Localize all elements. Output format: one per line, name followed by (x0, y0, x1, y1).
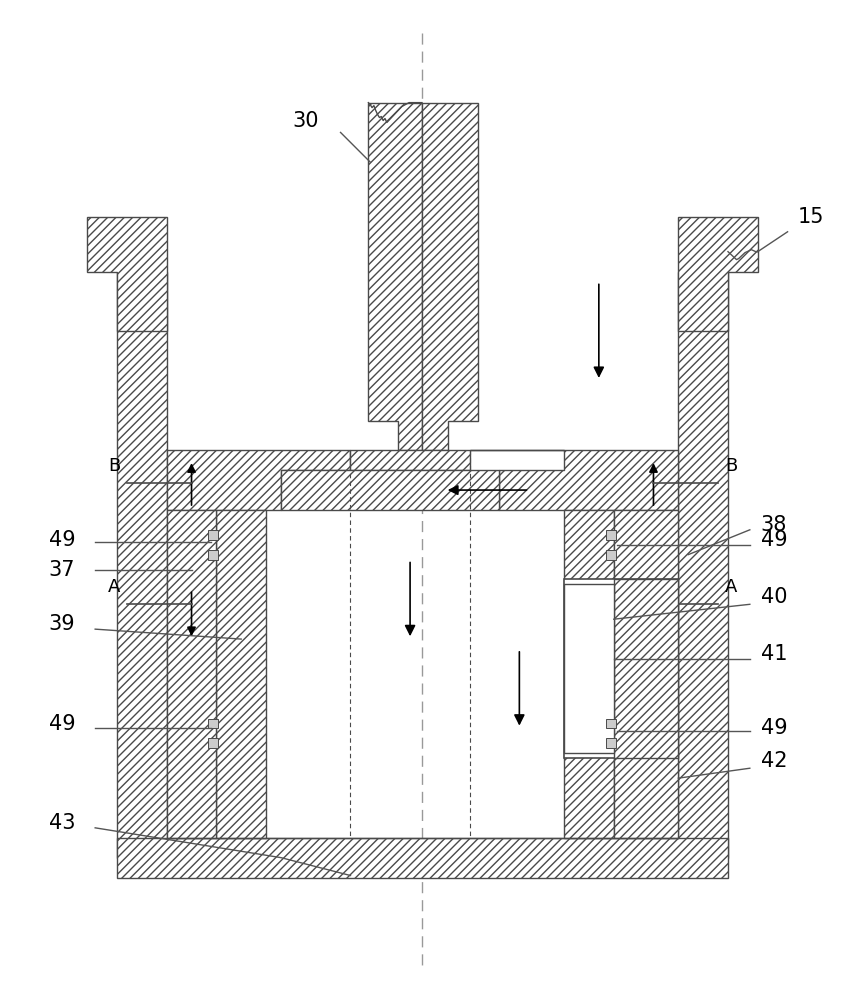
Polygon shape (368, 103, 421, 450)
Polygon shape (613, 579, 678, 758)
Text: 49: 49 (49, 714, 75, 734)
Text: A: A (107, 578, 120, 596)
Bar (605, 550, 615, 560)
Text: 39: 39 (49, 614, 75, 634)
Text: 37: 37 (49, 560, 75, 580)
Polygon shape (350, 450, 469, 470)
Text: 49: 49 (760, 530, 787, 550)
Polygon shape (87, 217, 166, 331)
Text: A: A (724, 578, 737, 596)
Bar (564, 584, 613, 753)
Text: 40: 40 (760, 587, 787, 607)
Text: 43: 43 (49, 813, 75, 833)
Bar (208, 530, 218, 540)
Bar (605, 530, 615, 540)
Text: B: B (108, 457, 120, 475)
Text: 49: 49 (760, 718, 787, 738)
Text: 42: 42 (760, 751, 787, 771)
Polygon shape (678, 217, 757, 331)
Text: 38: 38 (760, 515, 787, 535)
Bar (116, 272, 166, 858)
Polygon shape (116, 838, 728, 878)
Text: 15: 15 (797, 207, 823, 227)
Polygon shape (166, 450, 350, 510)
Bar (605, 738, 615, 748)
Text: 41: 41 (760, 644, 787, 664)
Polygon shape (421, 103, 477, 450)
Bar (678, 272, 728, 858)
Bar (208, 550, 218, 560)
Text: B: B (724, 457, 736, 475)
Bar (605, 719, 615, 728)
Polygon shape (469, 450, 678, 510)
Polygon shape (280, 470, 499, 510)
Bar (208, 738, 218, 748)
Polygon shape (166, 510, 216, 838)
Bar (208, 719, 218, 728)
Text: 30: 30 (292, 111, 319, 131)
Bar (564, 579, 678, 758)
Polygon shape (613, 510, 678, 838)
Polygon shape (216, 510, 266, 838)
Polygon shape (564, 510, 613, 838)
Text: 49: 49 (49, 530, 75, 550)
